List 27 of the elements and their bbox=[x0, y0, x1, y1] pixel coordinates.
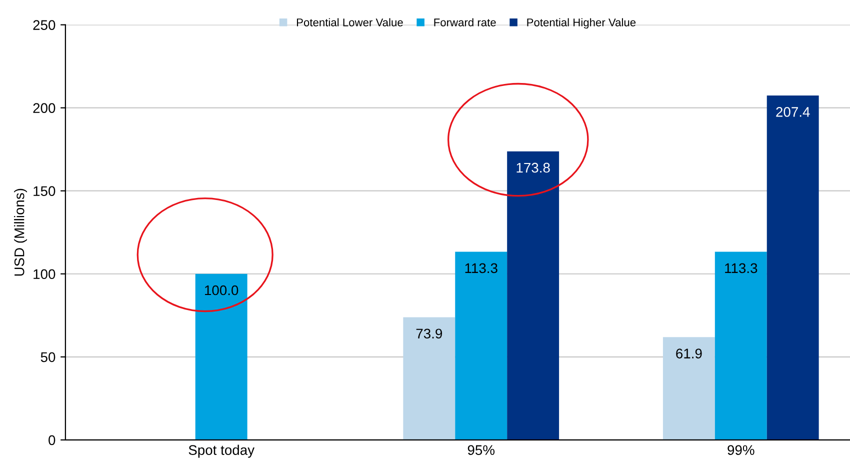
x-tick-label: 95% bbox=[468, 445, 495, 455]
bar bbox=[662, 337, 715, 440]
y-tick-label: 50 bbox=[40, 352, 56, 362]
legend-label: Potential Higher Value bbox=[527, 18, 636, 29]
y-axis-title: USD (Millions) bbox=[14, 188, 27, 276]
bar bbox=[403, 317, 456, 440]
data-label: 100.0 bbox=[205, 285, 238, 296]
y-tick-label: 100 bbox=[34, 269, 56, 280]
bar bbox=[455, 252, 508, 440]
bar bbox=[507, 151, 560, 440]
y-tick-label: 0 bbox=[48, 435, 56, 446]
bar bbox=[714, 252, 767, 440]
data-label: 61.9 bbox=[676, 348, 702, 358]
y-tick-label: 150 bbox=[34, 186, 56, 196]
data-label: 113.3 bbox=[725, 263, 758, 274]
data-label: 73.9 bbox=[416, 328, 442, 339]
legend-label: Forward rate bbox=[434, 18, 496, 26]
x-tick-label: Spot today bbox=[188, 444, 254, 458]
bar bbox=[766, 96, 819, 440]
y-tick-label: 250 bbox=[33, 20, 56, 30]
bar bbox=[195, 274, 248, 440]
data-label: 113.3 bbox=[465, 263, 498, 274]
legend-label: Potential Lower Value bbox=[296, 18, 403, 26]
x-tick-label: 99% bbox=[728, 445, 754, 455]
y-tick-label: 200 bbox=[33, 103, 56, 113]
data-label: 173.8 bbox=[516, 162, 550, 173]
data-label: 207.4 bbox=[776, 107, 810, 117]
